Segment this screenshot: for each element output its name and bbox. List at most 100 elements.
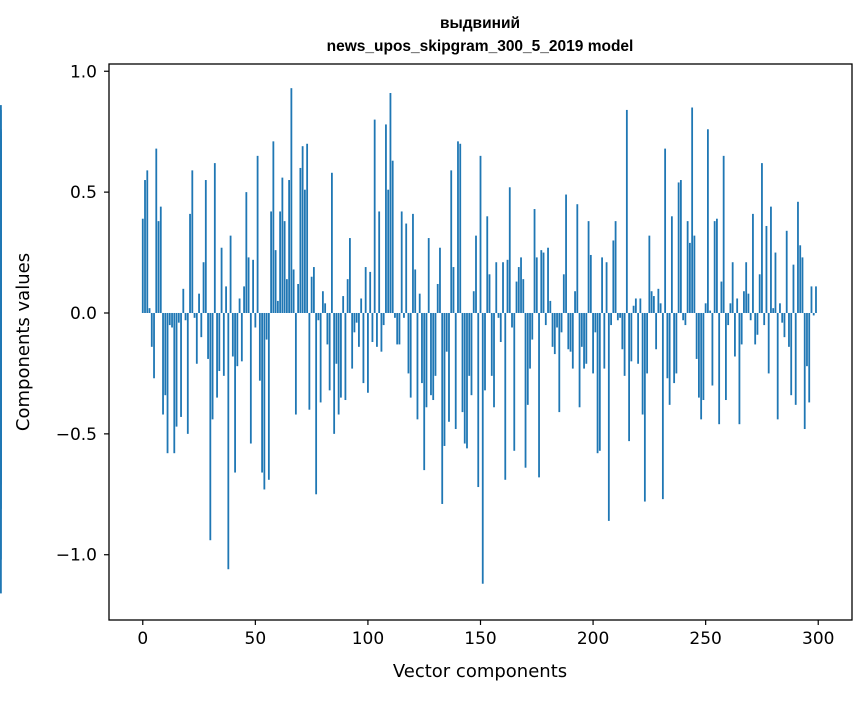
bar xyxy=(772,308,775,313)
bar xyxy=(236,312,239,367)
y-axis-label: Components values xyxy=(13,253,34,431)
bar xyxy=(301,146,304,313)
bar xyxy=(463,312,466,444)
bar xyxy=(729,303,732,313)
bar xyxy=(222,312,225,376)
bar xyxy=(421,312,423,384)
bar xyxy=(529,312,531,369)
bar xyxy=(180,312,182,417)
bar xyxy=(643,312,646,502)
bar xyxy=(434,312,437,376)
bar xyxy=(0,312,2,417)
bar xyxy=(666,312,669,379)
bar xyxy=(238,298,241,313)
x-tick-label: 250 xyxy=(689,629,721,649)
bar xyxy=(754,312,757,345)
bar xyxy=(493,312,495,408)
bar xyxy=(234,312,236,473)
bar xyxy=(279,211,282,313)
bar xyxy=(801,257,804,313)
bar xyxy=(425,312,428,408)
bar xyxy=(412,213,414,313)
bar xyxy=(504,312,507,480)
bar xyxy=(790,312,793,396)
bar xyxy=(387,189,390,313)
bar xyxy=(430,312,432,396)
bar xyxy=(688,242,691,313)
bar xyxy=(159,206,162,313)
bar xyxy=(776,312,779,420)
bar xyxy=(535,257,538,313)
bar xyxy=(659,303,662,313)
bar xyxy=(580,312,583,347)
bar xyxy=(576,204,579,313)
bar xyxy=(216,312,218,398)
bar xyxy=(619,312,621,318)
bar xyxy=(317,312,320,321)
bar xyxy=(700,312,703,420)
bar xyxy=(281,177,284,313)
bar xyxy=(294,312,297,415)
bar xyxy=(193,312,196,318)
bar xyxy=(220,247,223,313)
bar xyxy=(324,303,327,313)
bar xyxy=(553,312,556,355)
bar xyxy=(601,257,603,313)
bar xyxy=(249,312,252,444)
bar xyxy=(747,293,750,313)
bar xyxy=(335,312,338,364)
bar xyxy=(630,312,633,362)
bar xyxy=(200,312,203,338)
bar xyxy=(781,312,784,323)
bar xyxy=(490,312,493,376)
bar xyxy=(148,308,151,313)
bar xyxy=(297,283,300,313)
bar xyxy=(571,312,574,369)
bar xyxy=(592,312,594,374)
bar xyxy=(650,291,653,313)
plot-frame xyxy=(108,63,853,621)
bar xyxy=(303,189,306,313)
bar xyxy=(358,312,360,347)
bar xyxy=(312,267,315,313)
bar xyxy=(186,312,189,434)
bar xyxy=(472,291,475,313)
bar xyxy=(711,312,714,386)
bar xyxy=(526,312,529,405)
bar xyxy=(454,312,457,430)
bar xyxy=(466,312,468,449)
bar xyxy=(763,312,766,326)
bar xyxy=(652,296,655,313)
bar xyxy=(272,141,275,313)
bar xyxy=(589,254,592,313)
bar xyxy=(718,312,721,425)
bar xyxy=(396,312,399,345)
bar xyxy=(202,262,205,313)
bar xyxy=(468,312,471,376)
bar xyxy=(391,160,394,313)
bar xyxy=(155,148,158,313)
bar xyxy=(517,267,520,313)
bar xyxy=(707,129,709,313)
bar xyxy=(625,109,628,313)
bar xyxy=(727,312,730,326)
bar xyxy=(749,312,752,321)
bar xyxy=(616,312,619,321)
bar xyxy=(743,291,745,313)
bar xyxy=(655,312,658,350)
bar xyxy=(695,312,698,359)
bar xyxy=(731,262,734,313)
bar xyxy=(508,187,511,313)
bar xyxy=(639,298,642,313)
bar xyxy=(173,312,176,454)
bar xyxy=(720,281,723,313)
bar xyxy=(369,271,372,313)
bar xyxy=(612,240,615,313)
bar xyxy=(394,312,396,318)
bar xyxy=(362,312,365,384)
bar xyxy=(254,312,257,328)
bar xyxy=(443,312,446,446)
bar xyxy=(441,312,444,504)
bar xyxy=(565,194,567,313)
